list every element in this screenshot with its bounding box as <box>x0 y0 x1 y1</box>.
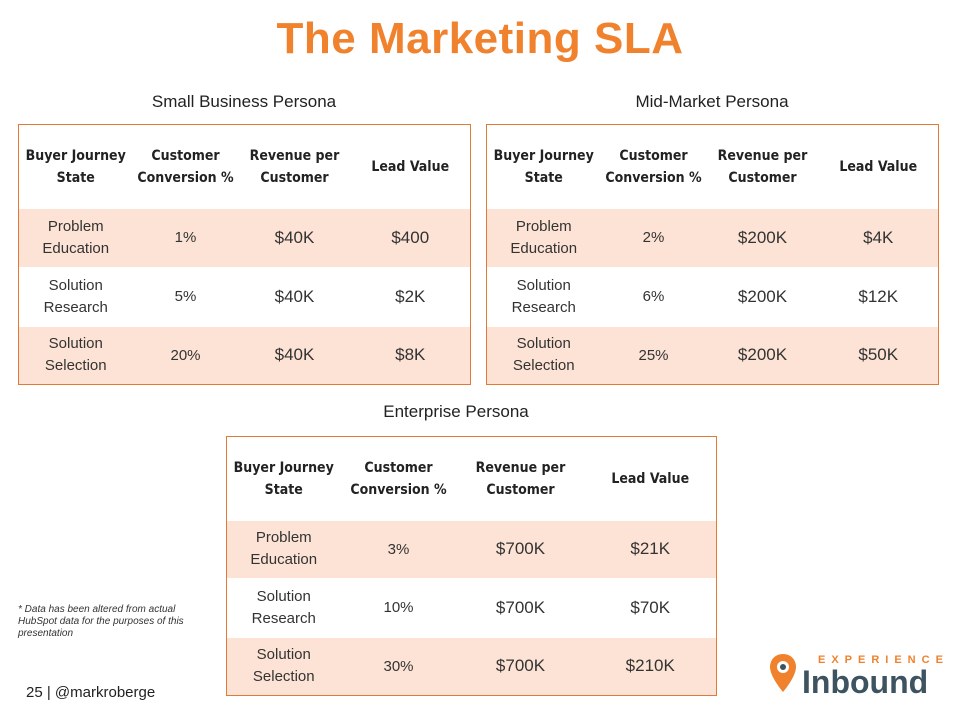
lead-value-cell: $12K <box>818 266 939 327</box>
table-row: Solution Selection 30% $700K $210K <box>226 637 717 696</box>
header-conversion: Customer Conversion % <box>340 436 457 521</box>
header-conversion: Customer Conversion % <box>600 124 707 209</box>
table-row: Problem Education 2% $200K $4K <box>486 208 939 267</box>
lead-value-cell: $4K <box>818 208 939 267</box>
state-cell: Solution Research <box>18 266 133 327</box>
conversion-cell: 30% <box>340 637 457 696</box>
mid-market-heading: Mid-Market Persona <box>635 92 789 111</box>
header-lead-value: Lead Value <box>818 124 939 209</box>
table-row: Problem Education 1% $40K $400 <box>18 208 471 267</box>
lead-value-cell: $400 <box>350 208 471 267</box>
header-revenue: Revenue per Customer <box>456 436 585 521</box>
revenue-cell: $40K <box>238 208 351 267</box>
conversion-cell: 2% <box>600 208 707 267</box>
revenue-cell: $40K <box>238 326 351 385</box>
revenue-cell: $40K <box>238 266 351 327</box>
table-row: Solution Research 6% $200K $12K <box>486 266 939 327</box>
logo-wordmark: Inbound <box>802 664 929 700</box>
header-conversion: Customer Conversion % <box>132 124 239 209</box>
lead-value-cell: $210K <box>584 637 717 696</box>
conversion-cell: 20% <box>132 326 239 385</box>
revenue-cell: $200K <box>706 266 819 327</box>
location-pin-icon <box>770 654 796 692</box>
slide-footer: 25 | @markroberge <box>26 684 156 701</box>
enterprise-table: Buyer Journey State Customer Conversion … <box>226 436 717 696</box>
conversion-cell: 10% <box>340 577 457 638</box>
conversion-cell: 5% <box>132 266 239 327</box>
header-state: Buyer Journey State <box>226 436 341 521</box>
state-cell: Solution Selection <box>226 637 341 696</box>
enterprise-heading: Enterprise Persona <box>383 402 529 421</box>
header-state: Buyer Journey State <box>18 124 133 209</box>
table-row: Solution Selection 25% $200K $50K <box>486 326 939 385</box>
small-business-heading: Small Business Persona <box>151 92 337 111</box>
table-row: Solution Research 10% $700K $70K <box>226 577 717 638</box>
state-cell: Solution Selection <box>18 326 133 385</box>
state-cell: Solution Research <box>226 577 341 638</box>
table-row: Solution Research 5% $40K $2K <box>18 266 471 327</box>
header-revenue: Revenue per Customer <box>706 124 819 209</box>
state-cell: Problem Education <box>486 208 601 267</box>
lead-value-cell: $8K <box>350 326 471 385</box>
table-row: Solution Selection 20% $40K $8K <box>18 326 471 385</box>
revenue-cell: $700K <box>456 520 585 578</box>
conversion-cell: 6% <box>600 266 707 327</box>
header-revenue: Revenue per Customer <box>238 124 351 209</box>
state-cell: Solution Research <box>486 266 601 327</box>
revenue-cell: $700K <box>456 637 585 696</box>
lead-value-cell: $70K <box>584 577 717 638</box>
conversion-cell: 25% <box>600 326 707 385</box>
logo-tagline: EXPERIENCE <box>818 654 949 666</box>
page-title: The Marketing SLA <box>276 14 684 63</box>
header-lead-value: Lead Value <box>350 124 471 209</box>
revenue-cell: $200K <box>706 208 819 267</box>
conversion-cell: 1% <box>132 208 239 267</box>
small-business-table: Buyer Journey State Customer Conversion … <box>18 124 471 385</box>
experience-inbound-logo: EXPERIENCE Inbound <box>768 652 943 700</box>
mid-market-table: Buyer Journey State Customer Conversion … <box>486 124 939 385</box>
conversion-cell: 3% <box>340 520 457 578</box>
lead-value-cell: $21K <box>584 520 717 578</box>
state-cell: Problem Education <box>226 520 341 578</box>
header-row: Buyer Journey State Customer Conversion … <box>18 124 471 209</box>
data-disclaimer: * Data has been altered from actual HubS… <box>18 604 184 639</box>
table-row: Problem Education 3% $700K $21K <box>226 520 717 578</box>
header-row: Buyer Journey State Customer Conversion … <box>486 124 939 209</box>
header-row: Buyer Journey State Customer Conversion … <box>226 436 717 521</box>
lead-value-cell: $50K <box>818 326 939 385</box>
header-lead-value: Lead Value <box>584 436 717 521</box>
header-state: Buyer Journey State <box>486 124 601 209</box>
revenue-cell: $200K <box>706 326 819 385</box>
state-cell: Problem Education <box>18 208 133 267</box>
revenue-cell: $700K <box>456 577 585 638</box>
lead-value-cell: $2K <box>350 266 471 327</box>
state-cell: Solution Selection <box>486 326 601 385</box>
